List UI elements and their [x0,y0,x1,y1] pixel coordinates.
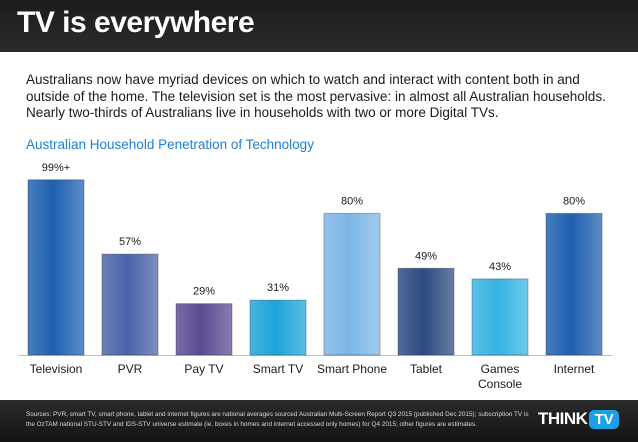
bar [545,212,603,356]
description-line: Nearly two-thirds of Australians live in… [26,105,499,120]
category-label: Tablet [410,362,443,376]
data-label: 80% [341,195,363,207]
category-label: Games [481,362,520,376]
bar [27,179,85,356]
footer-bar [0,400,638,442]
data-label: 29% [193,286,215,298]
bar [101,253,159,356]
chart-title: Australian Household Penetration of Tech… [26,137,314,152]
category-label: Internet [554,362,595,376]
data-label: 80% [563,195,585,207]
data-label: 99%+ [42,162,70,174]
bar [471,278,529,356]
description: Australians now have myriad devices on w… [26,72,616,122]
category-label: Smart TV [253,362,303,376]
category-label: Smart Phone [317,362,387,376]
category-label: PVR [118,362,143,376]
data-label: 57% [119,236,141,248]
page-title: TV is everywhere [17,6,255,39]
category-label: Console [478,377,522,391]
category-label: Television [30,362,83,376]
thinktv-logo: THINK TV [538,408,619,430]
category-label: Pay TV [184,362,223,376]
description-line: Australians now have myriad devices on w… [26,72,580,87]
description-line: outside of the home. The television set … [26,88,606,104]
logo-tv-badge: TV [589,409,619,429]
logo-think-text: THINK [538,409,588,428]
bar [249,299,307,356]
bar [175,303,233,356]
bar-chart: 99%+ Television 57% PVR 29% Pay TV 31% Smart TV… [18,162,612,391]
bar [397,267,455,356]
data-label: 31% [267,282,289,294]
data-label: 43% [489,261,511,273]
data-label: 49% [415,250,437,262]
title-bar [0,0,638,52]
footer-sources: Sources: PVR, smart TV, smart phone, tab… [26,411,529,428]
bar [323,212,381,356]
